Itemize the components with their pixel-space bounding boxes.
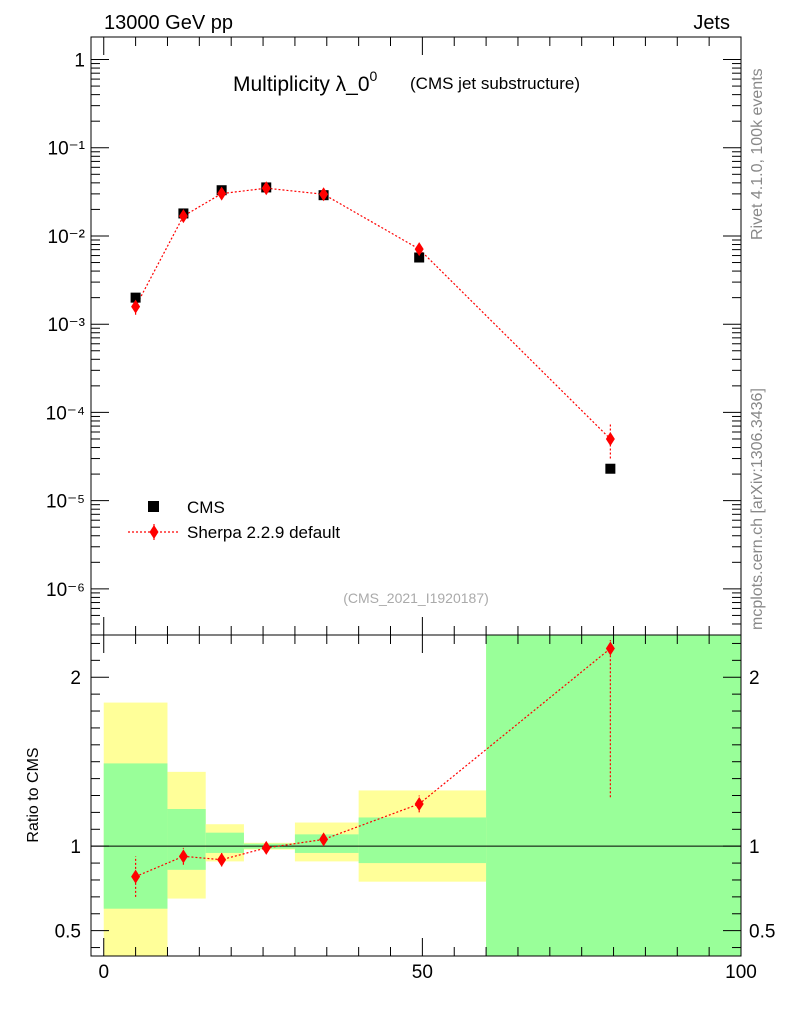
sherpa-point <box>131 299 141 314</box>
x-tick-label: 100 <box>725 962 757 983</box>
ratio-ylabel: Ratio to CMS <box>25 747 42 842</box>
ratio-sherpa-point <box>414 796 424 811</box>
ratio-band-green <box>358 817 487 864</box>
title-subtitle: (CMS jet substructure) <box>410 74 580 93</box>
ratio-band-green <box>167 809 206 870</box>
cms-point <box>130 292 141 303</box>
watermark: (CMS_2021_I1920187) <box>343 590 489 606</box>
ratio-y-tick-label-left: 0.5 <box>55 922 81 943</box>
rivet-label: Rivet 4.1.0, 100k events <box>749 68 766 240</box>
main-frame <box>90 36 742 636</box>
sherpa-point <box>217 186 227 201</box>
legend-sherpa-marker <box>149 525 159 539</box>
header-left: 13000 GeV pp <box>104 12 233 34</box>
ratio-y-tick-label-right: 1 <box>749 837 760 858</box>
title-superscript: 0 <box>370 68 378 84</box>
ratio-band-green <box>205 832 244 853</box>
ratio-sherpa-point <box>178 849 188 864</box>
ratio-y-tick-label-right: 2 <box>749 668 760 689</box>
legend-cms-marker <box>148 501 159 512</box>
header-right: Jets <box>693 12 730 34</box>
ratio-sherpa-point <box>261 840 271 855</box>
ratio-sherpa-point <box>319 832 329 847</box>
ratio-y-tick-label-left: 1 <box>70 837 81 858</box>
sherpa-point <box>319 187 329 202</box>
y-tick-label: 10⁻⁵ <box>46 492 85 513</box>
title-text: Multiplicity λ_0 <box>233 73 370 96</box>
title-main: Multiplicity λ_00 <box>233 68 378 96</box>
ratio-sherpa-point <box>605 641 615 656</box>
legend-sherpa-label: Sherpa 2.2.9 default <box>187 523 340 542</box>
y-tick-label: 1 <box>74 51 85 72</box>
sherpa-line <box>135 187 611 440</box>
cms-point <box>605 463 616 474</box>
ratio-plot: 0.5 0.5 1 1 2 2 0 50 100 <box>55 634 775 983</box>
sherpa-point <box>414 242 424 257</box>
ratio-sherpa-point <box>131 869 141 884</box>
sherpa-point <box>178 209 188 224</box>
x-tick-label: 50 <box>412 962 433 983</box>
ratio-band-green <box>486 635 741 956</box>
y-tick-label: 10⁻¹ <box>48 139 86 160</box>
ratio-sherpa-point <box>217 852 227 867</box>
y-tick-label: 10⁻⁶ <box>46 580 85 601</box>
y-tick-label: 10⁻⁴ <box>46 403 85 424</box>
sherpa-point <box>605 431 615 446</box>
x-tick-label: 0 <box>98 962 109 983</box>
main-plot: 10⁻⁶ 10⁻⁵ 10⁻⁴ 10⁻³ 10⁻² 10⁻¹ 1 CMS Sherpa 2.2.9… <box>46 36 742 636</box>
y-tick-label: 10⁻² <box>48 227 86 248</box>
legend-cms-label: CMS <box>187 498 225 517</box>
ratio-band-green <box>294 834 359 853</box>
sherpa-point <box>261 181 271 196</box>
cms-point <box>414 252 425 263</box>
ratio-y-tick-label-left: 2 <box>70 668 81 689</box>
ratio-y-tick-label-right: 0.5 <box>749 922 775 943</box>
mcplots-label: mcplots.cern.ch [arXiv:1306.3436] <box>749 388 766 630</box>
y-tick-label: 10⁻³ <box>48 315 86 336</box>
